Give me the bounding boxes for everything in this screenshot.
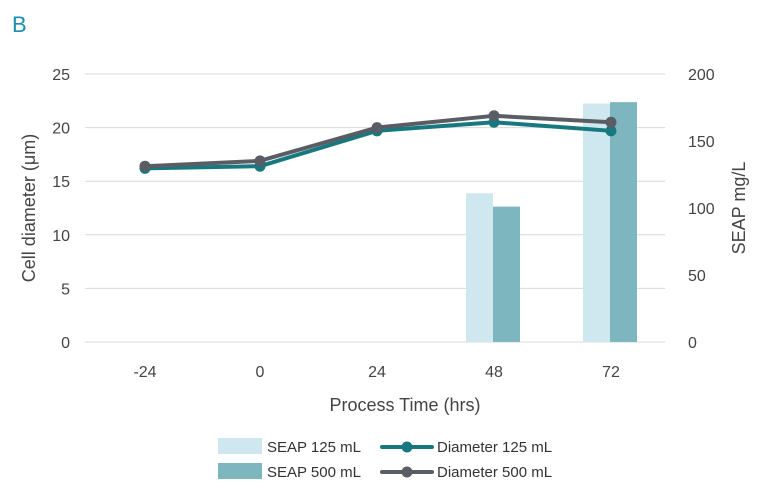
x-tick: -24 [133,364,156,381]
legend-label: Diameter 125 mL [437,439,552,456]
y-axis-title-right: SEAP mg/L [729,162,749,255]
x-tick: 0 [256,364,265,381]
legend-label: SEAP 125 mL [267,439,361,456]
legend-label: Diameter 500 mL [437,464,552,481]
legend-swatch-bar-1 [218,463,262,479]
y-tick-left: 25 [52,67,70,84]
line-point-1-2 [371,122,383,134]
y-tick-right: 0 [688,335,697,352]
y-tick-right: 150 [688,134,715,151]
legend: SEAP 125 mL SEAP 500 mL Diameter 125 mL Dia… [218,438,552,481]
bar-1-4 [610,102,637,342]
y-axis-title-left: Cell diameter (μm) [19,134,39,282]
bar-0-3 [466,193,493,342]
line-point-1-3 [488,110,500,122]
x-axis-ticks: -24 0 24 48 72 [133,364,620,381]
line-point-1-0 [139,160,151,172]
panel-label: B [12,12,27,37]
y-tick-right: 50 [688,268,706,285]
legend-marker-1 [401,466,413,478]
line-point-1-4 [605,116,617,128]
x-tick: 72 [602,364,620,381]
y-tick-left: 5 [61,281,70,298]
legend-marker-0 [401,441,413,453]
y-tick-left: 15 [52,174,70,191]
legend-swatch-bar-0 [218,438,262,454]
line-point-0-4 [605,125,617,137]
bar-0-4 [583,103,610,342]
legend-label: SEAP 500 mL [267,464,361,481]
left-axis-ticks: 0 5 10 15 20 25 [52,67,70,352]
line-series [139,110,617,174]
y-tick-right: 100 [688,201,715,218]
x-tick: 24 [368,364,386,381]
gridlines [85,73,665,343]
x-tick: 48 [485,364,503,381]
x-axis-title: Process Time (hrs) [329,395,480,415]
bar-1-3 [493,206,520,342]
bar-series [466,102,637,342]
right-axis-ticks: 0 50 100 150 200 [688,67,715,352]
line-point-1-1 [254,155,266,167]
y-tick-left: 0 [61,335,70,352]
y-tick-left: 10 [52,228,70,245]
y-tick-right: 200 [688,67,715,84]
y-tick-left: 20 [52,121,70,138]
